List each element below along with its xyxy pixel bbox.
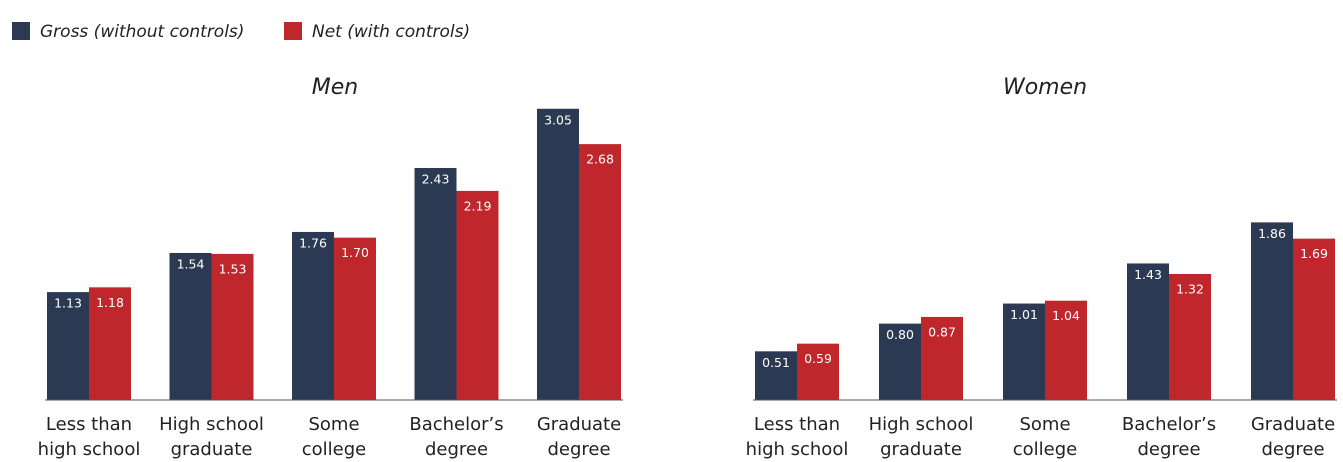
- legend-swatch: [284, 22, 302, 40]
- value-label: 1.53: [219, 261, 247, 276]
- bar: [797, 343, 839, 400]
- value-label: 1.32: [1176, 281, 1204, 296]
- x-tick-label: Some: [1019, 414, 1070, 435]
- value-label: 1.69: [1300, 246, 1328, 261]
- value-label: 2.43: [422, 171, 450, 186]
- x-tick-label: degree: [547, 439, 610, 460]
- legend-label: Gross (without controls): [40, 22, 244, 42]
- bar: [1293, 238, 1335, 400]
- legend-label: Net (with controls): [312, 22, 470, 42]
- x-tick-label: college: [302, 439, 367, 460]
- bar: [1169, 273, 1211, 400]
- value-label: 1.01: [1010, 307, 1038, 322]
- bar: [1045, 300, 1087, 400]
- value-label: 3.05: [544, 112, 572, 127]
- value-label: 1.13: [54, 296, 82, 311]
- bar: [579, 144, 621, 400]
- legend-swatch: [12, 22, 30, 40]
- value-label: 0.59: [804, 351, 832, 366]
- x-tick-label: Graduate: [1251, 414, 1335, 435]
- bar: [211, 253, 254, 400]
- value-label: 1.18: [96, 295, 124, 310]
- value-label: 1.54: [177, 256, 205, 271]
- bar: [169, 252, 212, 400]
- x-tick-label: High school: [869, 414, 974, 435]
- bar: [1003, 303, 1045, 400]
- x-tick-label: college: [1013, 439, 1078, 460]
- x-tick-label: High school: [159, 414, 264, 435]
- x-tick-label: high school: [746, 439, 849, 460]
- bar: [1251, 222, 1293, 400]
- value-label: 0.80: [886, 327, 914, 342]
- x-tick-label: Graduate: [537, 414, 621, 435]
- value-label: 1.86: [1258, 226, 1286, 241]
- value-label: 1.76: [299, 235, 327, 250]
- bar: [921, 316, 963, 400]
- value-label: 2.68: [586, 152, 614, 167]
- value-label: 0.51: [762, 355, 790, 370]
- x-tick-label: high school: [38, 439, 141, 460]
- value-label: 1.70: [341, 245, 369, 260]
- x-tick-label: Some: [308, 414, 359, 435]
- bar: [334, 237, 376, 400]
- bar: [89, 287, 131, 400]
- value-label: 1.43: [1134, 267, 1162, 282]
- bar: [879, 323, 921, 400]
- bar: [47, 292, 89, 400]
- x-tick-label: graduate: [171, 439, 253, 460]
- panel-title: Men: [312, 75, 358, 100]
- x-tick-label: Bachelor’s: [409, 414, 503, 435]
- x-tick-label: Less than: [46, 414, 132, 435]
- bar: [1127, 263, 1169, 400]
- x-tick-label: Bachelor’s: [1122, 414, 1216, 435]
- bar: [755, 351, 797, 400]
- bar: [456, 190, 499, 400]
- x-tick-label: graduate: [880, 439, 962, 460]
- x-tick-label: degree: [1137, 439, 1200, 460]
- bar: [414, 167, 457, 400]
- value-label: 0.87: [928, 324, 956, 339]
- bar: [537, 108, 579, 400]
- panel-title: Women: [1003, 75, 1087, 100]
- x-tick-label: degree: [1261, 439, 1324, 460]
- value-label: 2.19: [464, 198, 492, 213]
- x-tick-label: degree: [425, 439, 488, 460]
- value-label: 1.04: [1052, 308, 1080, 323]
- x-tick-label: Less than: [754, 414, 840, 435]
- bar: [292, 231, 334, 400]
